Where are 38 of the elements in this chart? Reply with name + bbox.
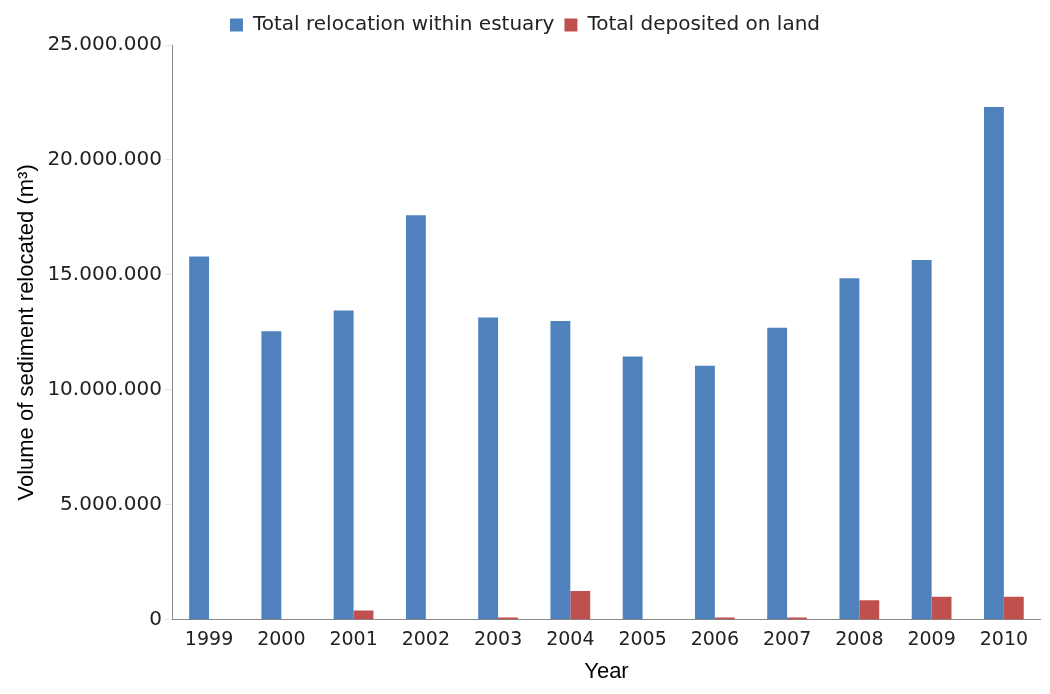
bar (333, 310, 354, 620)
x-axis-title: Year (584, 657, 629, 683)
bar (859, 600, 880, 620)
x-tick-label: 2010 (979, 627, 1029, 650)
bar (1003, 596, 1024, 620)
x-tick-label: 2006 (690, 627, 740, 650)
bar (767, 327, 788, 620)
x-tick-label: 2003 (473, 627, 523, 650)
bar (931, 596, 952, 620)
bar (478, 317, 499, 620)
x-tick-label: 2000 (257, 627, 306, 650)
bar (694, 365, 715, 620)
y-tick-label: 25.000.000 (47, 31, 162, 56)
y-tick-label: 10.000.000 (47, 376, 162, 401)
legend-label: Total deposited on land (586, 11, 821, 36)
legend-label: Total relocation within estuary (251, 11, 555, 36)
y-axis-title: Volume of sediment relocated (m³) (13, 164, 39, 501)
bar (911, 259, 932, 620)
y-tick-label: 5.000.000 (60, 491, 162, 516)
y-tick-label: 0 (149, 606, 162, 630)
bar (984, 107, 1004, 620)
x-tick-label: 2001 (329, 627, 378, 650)
x-tick-label: 2004 (546, 627, 595, 650)
x-tick-label: 2007 (762, 627, 812, 650)
x-tick-label: 2009 (907, 627, 956, 650)
x-tick-label: 2008 (835, 627, 884, 650)
x-tick-label: 1999 (184, 627, 234, 650)
bar (570, 591, 591, 620)
bar (261, 331, 282, 620)
x-tick-label: 2005 (618, 627, 667, 650)
x-tick-label: 2002 (401, 627, 450, 650)
y-tick-label: 20.000.000 (47, 146, 162, 171)
y-tick-label: 15.000.000 (47, 261, 162, 286)
bar (189, 256, 210, 620)
bar (839, 278, 860, 620)
bar (550, 320, 571, 620)
bar (405, 215, 426, 620)
bar (622, 356, 643, 620)
